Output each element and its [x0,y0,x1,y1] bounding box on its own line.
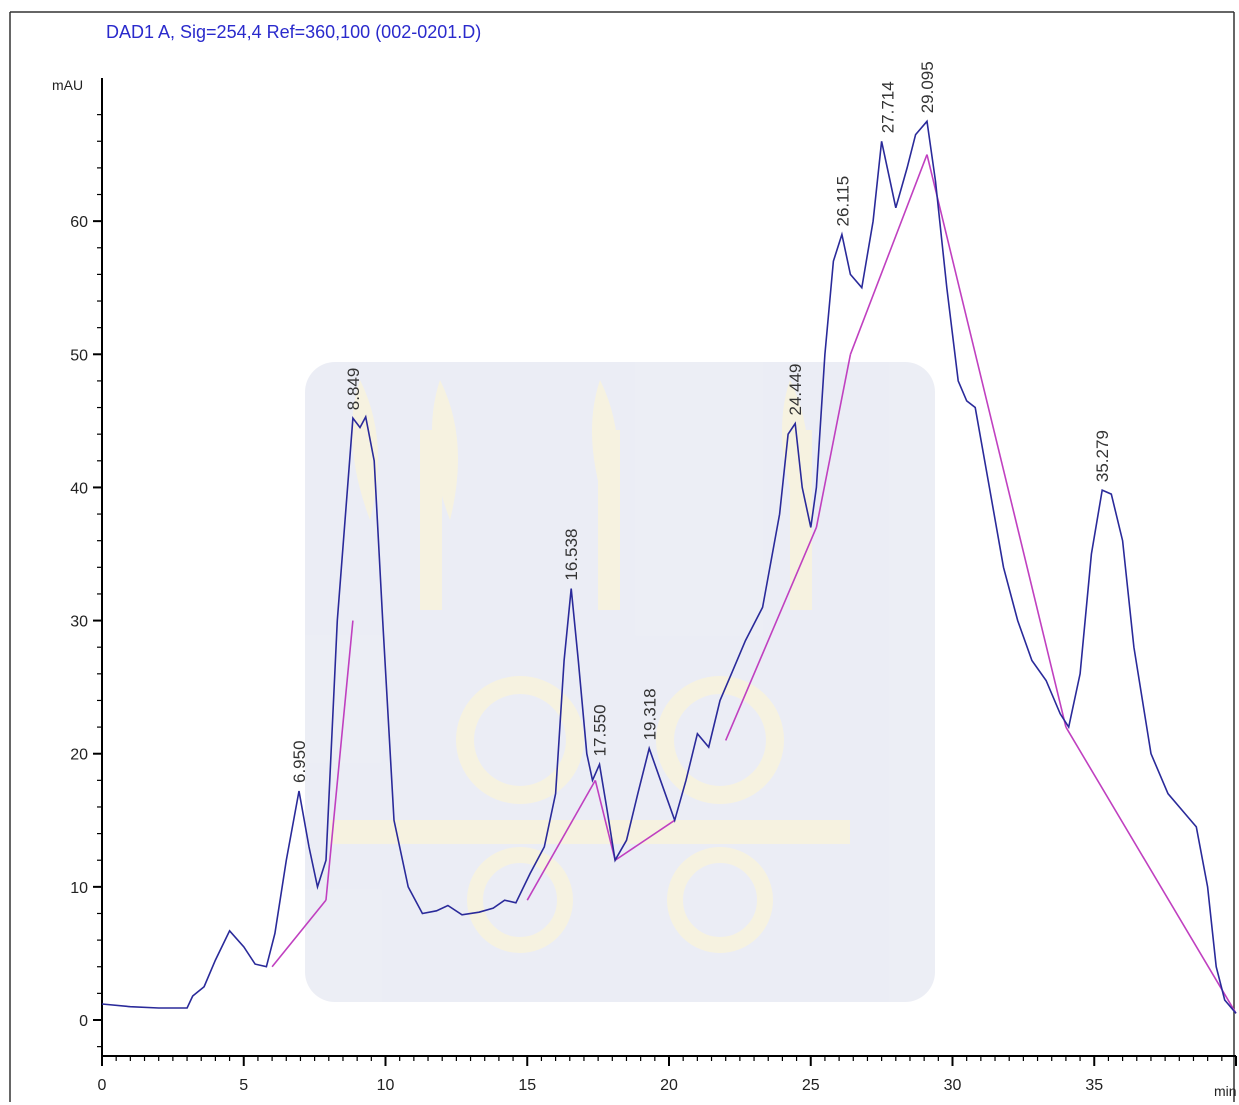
x-tick-label: 20 [660,1077,678,1094]
peak-label: 26.115 [833,176,852,227]
y-axis-ticks [93,114,102,1048]
baseline-segment [271,899,327,968]
x-tick-label: 10 [377,1077,395,1094]
y-axis-unit: mAU [52,77,83,93]
peak-label: 8.849 [344,368,363,411]
peak-labels: 6.950 8.849 16.538 17.550 19.318 24.449 26.115… [290,61,1112,783]
peak-label: 24.449 [786,364,805,416]
signal-trace [101,119,1237,1014]
baseline-segment [815,354,852,528]
x-tick-label: 5 [239,1077,248,1094]
x-tick-label: 25 [802,1077,820,1094]
baseline-segment [849,154,928,355]
x-axis-ticks [101,1056,1237,1066]
baseline-segment [526,779,596,901]
integration-baseline [271,154,1237,1014]
baseline-segment [325,620,354,901]
baseline-segment [926,154,1067,728]
x-tick-label: 15 [518,1077,536,1094]
baseline-segment [724,527,818,741]
x-axis-tick-labels: 0 5 10 15 20 25 30 35 [98,1077,1104,1094]
x-tick-label: 0 [98,1077,107,1094]
peak-label: 19.318 [641,688,660,740]
y-tick-label: 30 [70,614,88,631]
peak-label: 6.950 [290,740,309,783]
x-tick-label: 30 [944,1077,962,1094]
peak-label: 17.550 [591,704,610,756]
peak-label: 35.279 [1093,430,1112,482]
peak-label: 16.538 [562,529,581,581]
watermark-logo [305,362,935,1002]
y-tick-label: 20 [70,747,88,764]
chart-title: DAD1 A, Sig=254,4 Ref=360,100 (002-0201.… [106,22,481,42]
x-axis-unit: min [1214,1083,1237,1099]
y-tick-label: 40 [70,480,88,497]
baseline-segment [594,780,616,861]
baseline-segment [614,819,676,861]
y-tick-label: 10 [70,880,88,897]
peak-label: 29.095 [918,61,937,113]
peak-label: 27.714 [879,81,898,133]
y-tick-label: 60 [70,214,88,231]
y-tick-label: 0 [79,1013,88,1030]
x-tick-label: 35 [1085,1077,1103,1094]
y-axis-tick-labels: 0 10 20 30 40 50 60 [70,214,88,1030]
baseline-segment [1065,726,1237,1014]
y-tick-label: 50 [70,347,88,364]
